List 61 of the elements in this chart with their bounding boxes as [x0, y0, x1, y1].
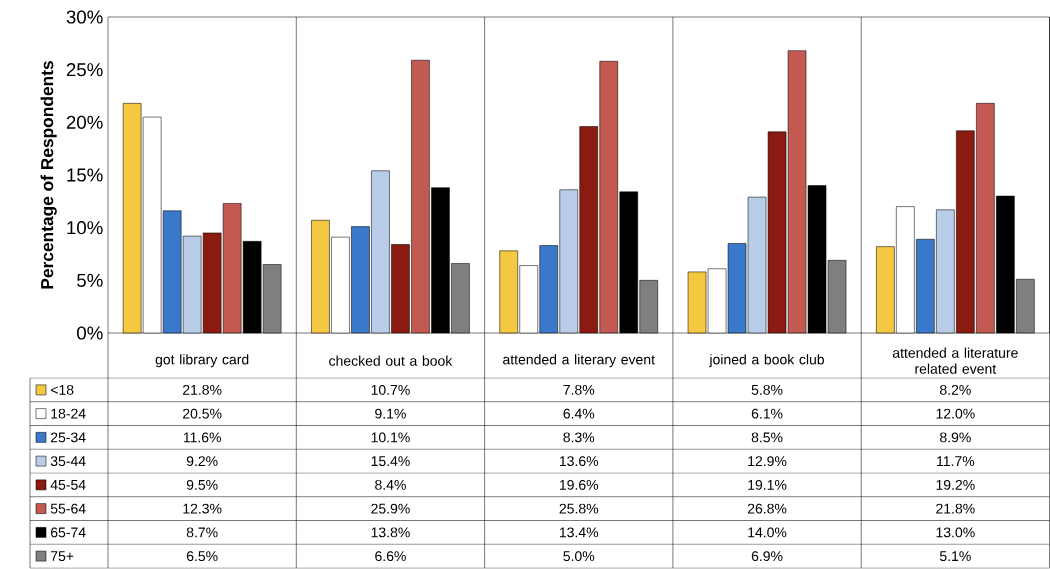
data-label: 11.6%: [183, 432, 221, 443]
y-tick-label: 0%: [77, 326, 103, 340]
data-label: 25.8%: [559, 503, 599, 514]
y-tick-label: 25%: [66, 63, 103, 77]
data-label: 7.8%: [563, 384, 595, 395]
data-label: 20.5%: [183, 408, 222, 419]
data-label: 12.3%: [183, 503, 222, 514]
data-label: 8.3%: [563, 432, 595, 443]
x-tick-label: checked out a book: [329, 355, 453, 366]
data-label: 13.4%: [559, 527, 599, 538]
legend-label: 18-24: [51, 408, 86, 419]
data-label: 13.8%: [371, 527, 410, 538]
y-tick-label: 10%: [67, 221, 103, 235]
data-label: 26.8%: [747, 503, 787, 514]
y-tick-label: 15%: [67, 168, 103, 182]
data-label: 6.4%: [563, 408, 595, 419]
data-label: 15.4%: [371, 456, 410, 467]
y-tick-label: 5%: [77, 273, 103, 287]
data-label: 5.0%: [563, 551, 595, 562]
data-label: 13.0%: [936, 527, 975, 538]
data-label: 8.7%: [186, 527, 218, 538]
data-label: 13.6%: [559, 456, 599, 467]
data-label: 19.2%: [936, 479, 975, 490]
data-label: 8.5%: [751, 432, 783, 443]
data-label: 14.0%: [748, 527, 787, 538]
data-label: 10.1%: [371, 432, 410, 443]
data-label: 5.1%: [939, 551, 971, 562]
legend-label: 55-64: [50, 503, 86, 514]
legend-label: 35-44: [50, 456, 86, 467]
y-axis-title: Percentage of Respondents: [40, 61, 57, 289]
x-tick-label: got library card: [155, 354, 249, 368]
data-label: 9.1%: [375, 408, 406, 419]
legend-label: 45-54: [50, 480, 86, 490]
data-label: 12.0%: [936, 408, 975, 419]
data-label: 19.1%: [748, 479, 787, 490]
data-label: 6.9%: [751, 551, 783, 562]
legend-label: 25-34: [50, 432, 86, 443]
data-label: 25.9%: [371, 503, 410, 514]
data-label: 11.7%: [937, 456, 975, 467]
data-label: 8.9%: [940, 432, 971, 443]
data-label: 21.8%: [936, 503, 975, 514]
data-label: 9.2%: [186, 456, 218, 467]
data-label: 12.9%: [748, 456, 787, 467]
data-label: 9.5%: [186, 479, 218, 490]
data-label: 6.1%: [751, 408, 783, 419]
y-tick-label: 20%: [66, 115, 103, 129]
data-label: 10.7%: [371, 384, 410, 395]
data-label: 19.6%: [559, 479, 599, 490]
data-label: 8.2%: [940, 384, 971, 395]
x-tick-label: attended a literary event: [503, 354, 655, 368]
data-label: 6.6%: [375, 551, 406, 562]
data-label: 6.5%: [186, 551, 218, 562]
legend-label: 65-74: [50, 527, 86, 538]
y-tick-label: 30%: [66, 10, 103, 24]
data-label: 5.8%: [751, 384, 783, 395]
data-label: 21.8%: [183, 384, 222, 395]
legend-label: 75+: [50, 551, 74, 562]
x-tick-label: attended a literature related event: [892, 347, 1018, 374]
legend-label: <18: [50, 384, 74, 395]
x-tick-label: joined a book club: [709, 354, 825, 368]
data-label: 8.4%: [375, 479, 406, 490]
